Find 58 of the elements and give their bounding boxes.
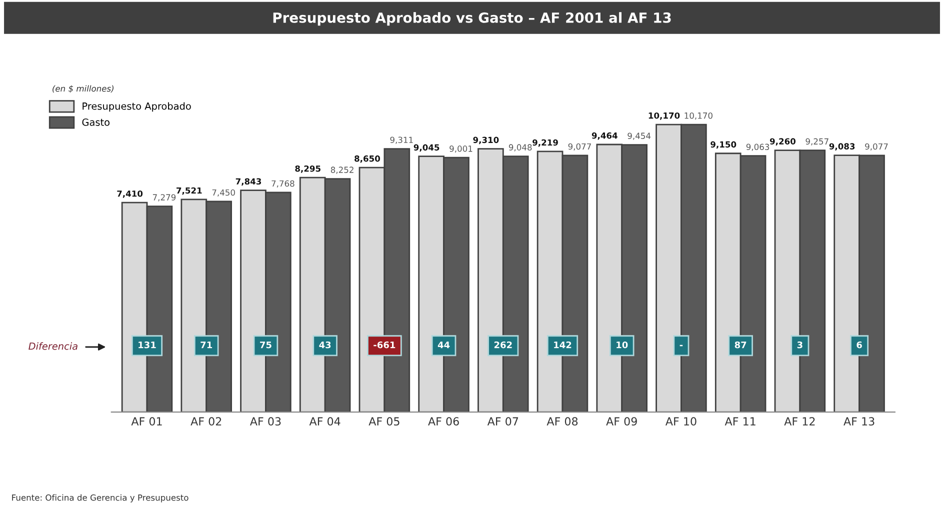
x-tick-label: AF 11 (724, 417, 756, 426)
data-label: 9,257 (806, 138, 828, 146)
annotation: 10 (616, 341, 628, 348)
annotation: 3 (797, 341, 802, 348)
data-label: 7,279 (152, 194, 176, 202)
annotation: 87 (734, 341, 746, 348)
data-label: 7,521 (176, 187, 202, 195)
data-label: 9,260 (770, 138, 796, 146)
data-label: 9,077 (568, 143, 591, 151)
data-label: 9,310 (473, 136, 499, 144)
data-label: 7,768 (272, 180, 294, 188)
annotation: 75 (260, 342, 272, 348)
data-label: 8,650 (354, 155, 380, 163)
data-label: 10,170 (648, 112, 680, 120)
data-label: 9,150 (710, 141, 736, 149)
annotation: 142 (554, 341, 572, 348)
annotation: 71 (200, 342, 212, 348)
annotation: 6 (856, 341, 862, 348)
data-label: 9,048 (508, 144, 532, 152)
legend-label: Presupuesto Aprobado (82, 102, 191, 112)
annotation: - (680, 344, 683, 346)
data-label: 9,045 (414, 144, 440, 152)
source-note: Fuente: Oficina de Gerencia y Presupuesto (12, 494, 188, 502)
annotation: 131 (138, 341, 156, 348)
text: Diferencia (28, 342, 78, 350)
x-tick-label: AF 05 (368, 417, 400, 426)
x-tick-label: AF 13 (844, 417, 874, 426)
x-tick-label: AF 08 (546, 417, 578, 426)
data-label: 7,410 (117, 190, 143, 198)
data-label: 7,843 (236, 178, 262, 186)
x-tick-label: AF 03 (250, 417, 281, 426)
x-tick-label: AF 12 (784, 417, 815, 426)
annotation: 43 (319, 341, 331, 348)
annotation: 262 (494, 341, 512, 348)
data-label: 9,083 (829, 143, 855, 151)
x-tick-label: AF 10 (665, 417, 696, 426)
data-label: 9,219 (532, 139, 558, 147)
data-label: 8,295 (295, 165, 320, 173)
x-tick-label: AF 07 (487, 417, 518, 426)
chart-title: Presupuesto Aprobado vs Gasto – AF 2001 al AF 13 (273, 12, 671, 26)
data-label: 7,450 (212, 189, 235, 197)
data-label: 10,170 (684, 112, 712, 120)
annotation: -661 (374, 341, 396, 348)
x-tick-label: AF 04 (309, 417, 340, 426)
data-label: 9,311 (390, 136, 413, 144)
data-label: 9,454 (628, 132, 651, 140)
data-label: 9,077 (865, 143, 888, 151)
data-label: 9,001 (450, 146, 472, 153)
x-tick-label: AF 02 (190, 417, 222, 426)
x-tick-label: AF 01 (131, 417, 162, 426)
data-label: 9,464 (592, 132, 618, 140)
legend-label: Gasto (82, 118, 110, 126)
data-label: 9,063 (746, 144, 770, 151)
data-label: 8,252 (330, 166, 354, 174)
x-tick-label: AF 06 (428, 417, 459, 426)
annotation: 44 (438, 342, 450, 348)
chart-subtitle: (en $ millones) (52, 85, 114, 93)
x-tick-label: AF 09 (606, 417, 637, 426)
